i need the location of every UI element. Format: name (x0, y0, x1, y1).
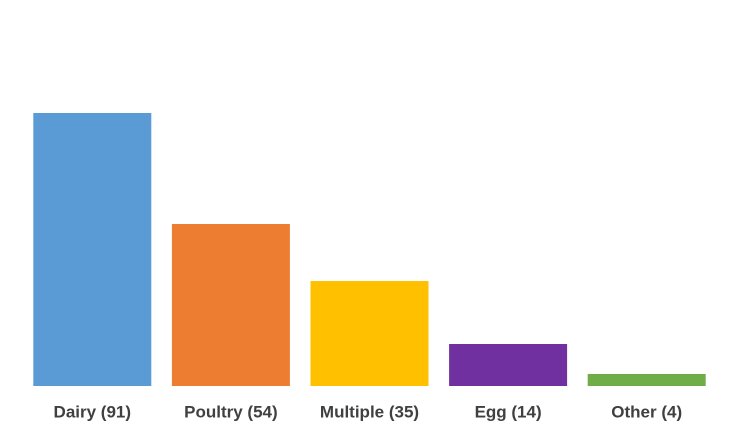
bar (449, 344, 568, 386)
x-tick-label: Poultry (54) (184, 402, 278, 421)
bar (171, 224, 290, 386)
x-tick-label: Multiple (35) (320, 402, 419, 421)
bar (310, 281, 429, 386)
bar (587, 374, 706, 386)
bar (33, 113, 152, 386)
x-tick-label: Egg (14) (475, 402, 542, 421)
x-tick-label: Other (4) (611, 402, 682, 421)
x-tick-label: Dairy (91) (54, 402, 131, 421)
